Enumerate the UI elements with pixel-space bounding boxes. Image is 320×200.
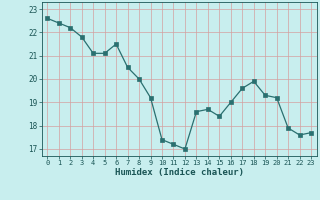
X-axis label: Humidex (Indice chaleur): Humidex (Indice chaleur)	[115, 168, 244, 177]
